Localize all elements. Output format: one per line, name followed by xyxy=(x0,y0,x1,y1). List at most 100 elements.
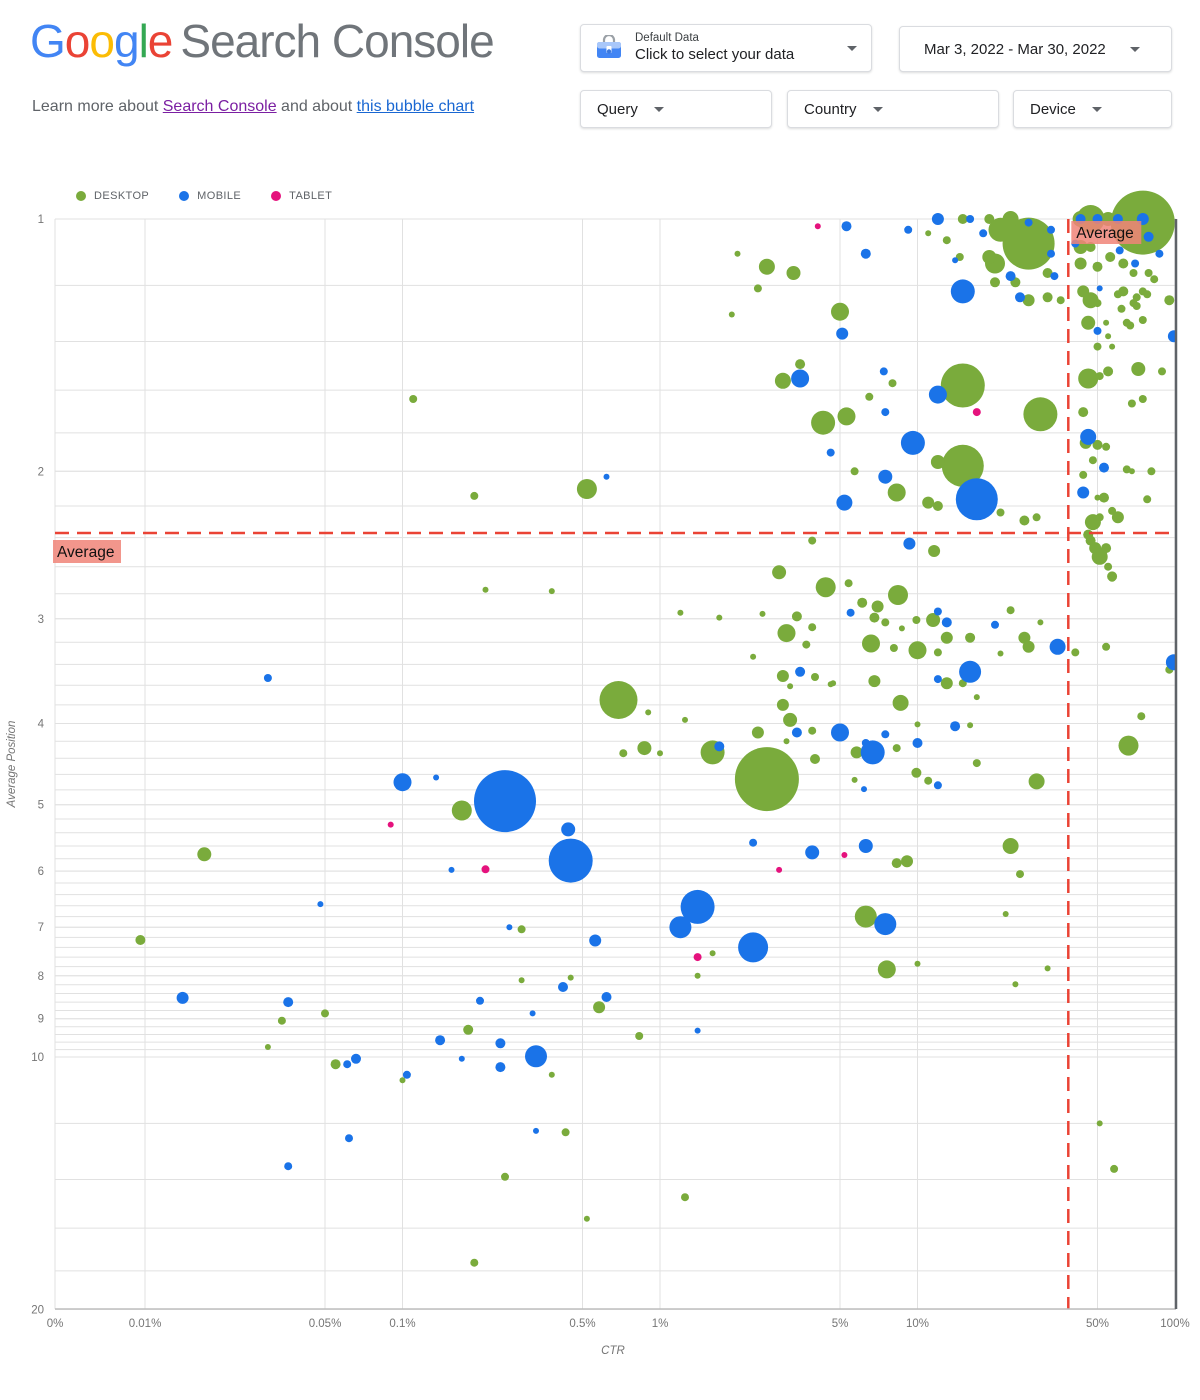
bubble[interactable] xyxy=(1132,302,1141,310)
bubble[interactable] xyxy=(1019,515,1030,526)
bubble[interactable] xyxy=(1022,640,1035,653)
bubble[interactable] xyxy=(933,648,942,657)
bubble[interactable] xyxy=(619,749,628,758)
bubble[interactable] xyxy=(967,722,974,729)
bubble[interactable] xyxy=(808,536,817,545)
bubble[interactable] xyxy=(1006,606,1015,615)
bubble[interactable] xyxy=(1078,407,1089,418)
search-console-link[interactable]: Search Console xyxy=(162,98,277,115)
bubble[interactable] xyxy=(1103,319,1110,326)
bubble[interactable] xyxy=(433,774,440,781)
bubble[interactable] xyxy=(930,455,945,469)
bubble[interactable] xyxy=(865,392,874,401)
bubble[interactable] xyxy=(448,866,455,873)
bubble[interactable] xyxy=(1042,292,1053,303)
bubble[interactable] xyxy=(601,992,612,1002)
bubble[interactable] xyxy=(135,935,146,945)
bubble[interactable] xyxy=(567,974,574,981)
bubble[interactable] xyxy=(1079,470,1088,479)
bubble[interactable] xyxy=(1042,268,1053,278)
bubble[interactable] xyxy=(714,741,725,752)
bubble[interactable] xyxy=(861,739,870,747)
bubble[interactable] xyxy=(911,767,922,778)
bubble[interactable] xyxy=(599,681,638,719)
bubble[interactable] xyxy=(1044,965,1051,972)
bubble[interactable] xyxy=(851,776,858,783)
bubble[interactable] xyxy=(1103,366,1114,377)
bubble[interactable] xyxy=(589,934,602,947)
bubble[interactable] xyxy=(501,1172,509,1181)
bubble[interactable] xyxy=(728,311,735,318)
bubble[interactable] xyxy=(176,991,189,1004)
bubble[interactable] xyxy=(693,953,702,962)
bubble[interactable] xyxy=(458,1055,465,1062)
bubble[interactable] xyxy=(263,674,272,682)
bubble[interactable] xyxy=(1022,294,1035,307)
bubble[interactable] xyxy=(1143,290,1152,299)
bubble[interactable] xyxy=(1093,342,1102,351)
bubble[interactable] xyxy=(952,257,959,264)
bubble[interactable] xyxy=(933,675,942,684)
bubble[interactable] xyxy=(1050,272,1059,281)
bubble[interactable] xyxy=(922,496,935,509)
bubble[interactable] xyxy=(1092,439,1103,450)
bubble[interactable] xyxy=(889,644,898,652)
bubble[interactable] xyxy=(791,369,810,388)
bubble[interactable] xyxy=(1099,462,1109,473)
bubble[interactable] xyxy=(506,924,513,931)
bubble[interactable] xyxy=(561,1128,570,1137)
bubble[interactable] xyxy=(940,677,953,690)
bubble[interactable] xyxy=(1016,870,1024,879)
bubble[interactable] xyxy=(925,230,932,237)
bubble[interactable] xyxy=(1071,648,1080,657)
bubble[interactable] xyxy=(481,865,490,874)
bubble[interactable] xyxy=(957,214,968,224)
bubble[interactable] xyxy=(1128,468,1135,475)
bubble[interactable] xyxy=(1088,456,1097,465)
bubble[interactable] xyxy=(330,1059,341,1070)
bubble[interactable] xyxy=(811,410,836,435)
bubble[interactable] xyxy=(1032,513,1041,522)
bubble[interactable] xyxy=(393,773,412,792)
bubble[interactable] xyxy=(802,640,811,649)
bubble[interactable] xyxy=(1092,261,1103,272)
bubble[interactable] xyxy=(738,932,769,963)
bubble[interactable] xyxy=(891,858,902,869)
bubble[interactable] xyxy=(593,1001,606,1014)
bubble[interactable] xyxy=(826,448,835,457)
bubble[interactable] xyxy=(682,716,688,723)
bubble[interactable] xyxy=(1024,218,1033,227)
bubble[interactable] xyxy=(900,430,925,455)
bubble[interactable] xyxy=(1074,257,1087,270)
bubble[interactable] xyxy=(1081,315,1096,330)
bubble[interactable] xyxy=(955,478,998,521)
bubble[interactable] xyxy=(965,632,976,643)
bubble[interactable] xyxy=(1023,397,1058,432)
bubble[interactable] xyxy=(928,545,941,557)
bubble[interactable] xyxy=(657,750,663,757)
bubble[interactable] xyxy=(1085,242,1096,252)
bubble[interactable] xyxy=(1104,562,1113,571)
bubble[interactable] xyxy=(831,723,849,742)
bubble[interactable] xyxy=(482,586,489,593)
bubble[interactable] xyxy=(774,372,791,389)
bubble[interactable] xyxy=(1115,246,1124,255)
bubble[interactable] xyxy=(973,694,980,701)
bubble[interactable] xyxy=(694,972,701,979)
bubble[interactable] xyxy=(791,727,802,738)
bubble[interactable] xyxy=(933,607,942,616)
bubble[interactable] xyxy=(1102,642,1111,651)
bubble[interactable] xyxy=(583,1215,590,1222)
bubble[interactable] xyxy=(264,1044,271,1050)
bubble[interactable] xyxy=(1167,330,1180,343)
bubble[interactable] xyxy=(1056,296,1065,305)
bubble[interactable] xyxy=(1084,514,1101,531)
bubble[interactable] xyxy=(931,213,944,225)
bubble[interactable] xyxy=(776,866,783,873)
bubble[interactable] xyxy=(854,905,877,928)
bubble[interactable] xyxy=(924,776,933,785)
bubble[interactable] xyxy=(1012,981,1019,988)
bubble[interactable] xyxy=(926,613,941,627)
bubble[interactable] xyxy=(716,614,723,621)
